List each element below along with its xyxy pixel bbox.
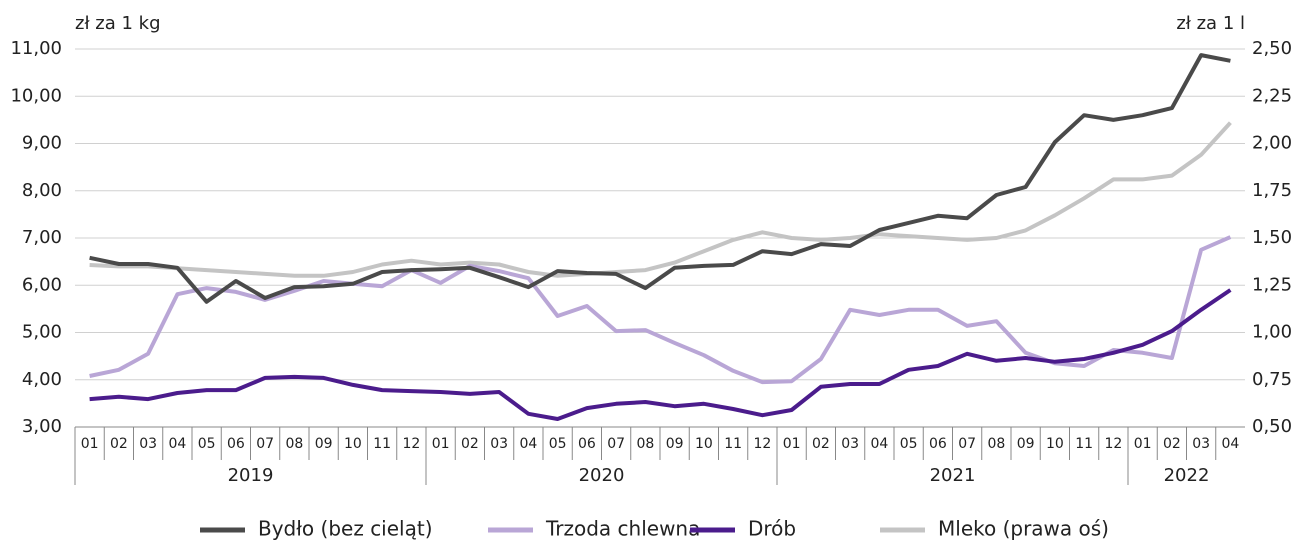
x-tick-label: 12 <box>753 436 771 452</box>
legend-label: Drób <box>748 517 796 541</box>
y-tick-label: 5,00 <box>22 322 62 343</box>
year-label: 2022 <box>1164 465 1210 486</box>
x-tick-label: 06 <box>578 436 596 452</box>
year-label: 2021 <box>930 465 976 486</box>
x-tick-label: 10 <box>1046 436 1064 452</box>
year-label: 2020 <box>579 465 625 486</box>
x-tick-label: 05 <box>198 436 216 452</box>
series-line <box>89 288 1232 421</box>
x-tick-label: 04 <box>168 436 186 452</box>
x-tick-label: 03 <box>1192 436 1210 452</box>
x-tick-label: 04 <box>1221 436 1239 452</box>
x-tick-label: 11 <box>373 436 391 452</box>
x-tick-label: 10 <box>695 436 713 452</box>
y-tick-label: 6,00 <box>22 274 62 295</box>
y-axis-label: zł za 1 kg <box>75 13 161 34</box>
x-tick-label: 03 <box>139 436 157 452</box>
x-tick-label: 02 <box>461 436 479 452</box>
y2-tick-label: 1,00 <box>1252 322 1292 343</box>
y-tick-label: 4,00 <box>22 369 62 390</box>
y2-tick-label: 2,00 <box>1252 133 1292 154</box>
y2-tick-label: 2,50 <box>1252 38 1292 59</box>
series-line <box>89 53 1231 304</box>
y-tick-label: 3,00 <box>22 416 62 437</box>
x-tick-label: 07 <box>958 436 976 452</box>
y-tick-label: 9,00 <box>22 133 62 154</box>
x-tick-label: 06 <box>929 436 947 452</box>
y2-tick-label: 1,25 <box>1252 274 1292 295</box>
x-tick-label: 04 <box>519 436 537 452</box>
x-tick-label: 09 <box>666 436 684 452</box>
y2-tick-label: 1,75 <box>1252 180 1292 201</box>
legend-label: Mleko (prawa oś) <box>938 517 1109 541</box>
x-tick-label: 08 <box>636 436 654 452</box>
legend-label: Bydło (bez cieląt) <box>258 517 433 541</box>
y2-axis-label: zł za 1 l <box>1176 13 1245 34</box>
year-label: 2019 <box>228 465 274 486</box>
x-tick-label: 11 <box>1075 436 1093 452</box>
x-tick-label: 01 <box>1134 436 1152 452</box>
y2-tick-label: 0,75 <box>1252 369 1292 390</box>
x-tick-label: 07 <box>607 436 625 452</box>
x-tick-label: 12 <box>402 436 420 452</box>
y-tick-label: 8,00 <box>22 180 62 201</box>
x-tick-label: 02 <box>812 436 830 452</box>
y-tick-label: 11,00 <box>10 38 62 59</box>
y2-tick-label: 0,50 <box>1252 416 1292 437</box>
x-tick-label: 10 <box>344 436 362 452</box>
y2-tick-label: 1,50 <box>1252 227 1292 248</box>
x-tick-label: 06 <box>227 436 245 452</box>
x-tick-label: 01 <box>81 436 99 452</box>
x-tick-label: 04 <box>870 436 888 452</box>
x-tick-label: 05 <box>549 436 567 452</box>
x-tick-label: 09 <box>315 436 333 452</box>
legend-label: Trzoda chlewna <box>545 517 700 541</box>
y-tick-label: 10,00 <box>10 85 62 106</box>
x-tick-label: 08 <box>285 436 303 452</box>
x-tick-label: 02 <box>1163 436 1181 452</box>
x-tick-label: 01 <box>432 436 450 452</box>
x-tick-label: 09 <box>1017 436 1035 452</box>
x-tick-label: 03 <box>490 436 508 452</box>
x-tick-label: 11 <box>724 436 742 452</box>
y-tick-label: 7,00 <box>22 227 62 248</box>
x-tick-label: 08 <box>987 436 1005 452</box>
x-tick-label: 05 <box>900 436 918 452</box>
series-line <box>89 121 1232 278</box>
x-tick-label: 07 <box>256 436 274 452</box>
x-tick-label: 01 <box>783 436 801 452</box>
x-tick-label: 03 <box>841 436 859 452</box>
x-tick-label: 02 <box>110 436 128 452</box>
y2-tick-label: 2,25 <box>1252 85 1292 106</box>
x-tick-label: 12 <box>1104 436 1122 452</box>
